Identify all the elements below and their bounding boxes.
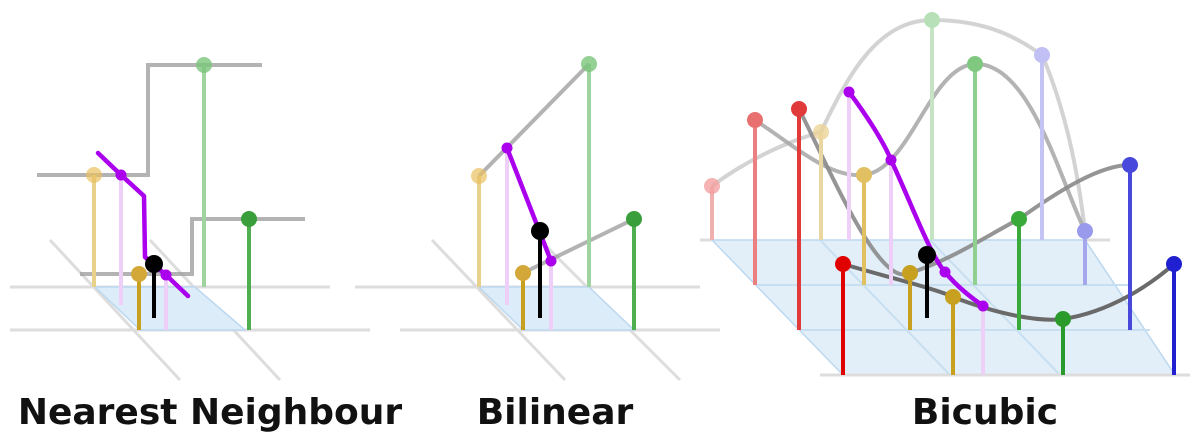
caption-nearest-neighbour: Nearest Neighbour [17, 392, 403, 433]
sample-points [471, 56, 642, 281]
result-point [918, 246, 936, 264]
result-point [145, 255, 163, 273]
value-stems [92, 65, 251, 330]
bilinear-panel [355, 56, 720, 382]
support-curves [477, 62, 635, 275]
sample-points [704, 12, 1182, 327]
value-stems [710, 20, 1176, 375]
bicubic-panel [700, 12, 1190, 377]
support-curves [37, 63, 305, 276]
interpolation-cell [93, 286, 248, 331]
nearest-neighbour-panel [10, 57, 370, 382]
interpolation-cell [477, 286, 636, 331]
interpolated-curve [846, 89, 986, 309]
result-point [531, 222, 549, 240]
caption-bicubic: Bicubic [911, 392, 1059, 433]
value-stems [477, 64, 636, 330]
interpolated-curve [504, 145, 554, 264]
caption-bilinear: Bilinear [476, 392, 634, 433]
sample-points [86, 57, 257, 282]
